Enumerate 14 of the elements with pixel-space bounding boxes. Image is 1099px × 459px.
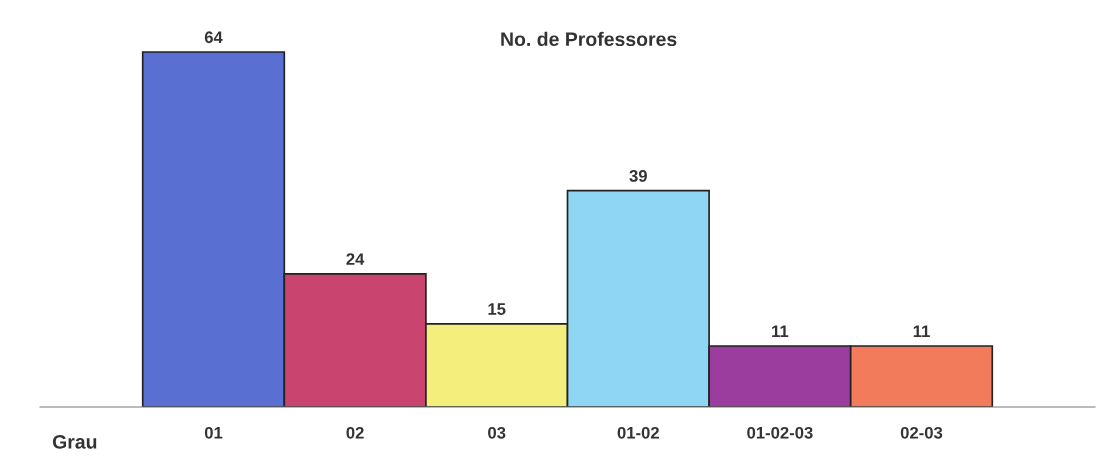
data-label: 24 xyxy=(346,253,365,265)
x-tick-label: 02-03 xyxy=(900,426,943,439)
x-tick-label: 01-02-03 xyxy=(747,426,813,439)
x-axis-title: Grau xyxy=(52,434,97,449)
x-tick-label: 01 xyxy=(204,426,223,439)
data-label: 39 xyxy=(629,170,647,182)
data-label: 11 xyxy=(913,325,930,337)
data-label: 15 xyxy=(488,303,506,315)
x-tick-label: 01-02 xyxy=(617,426,659,439)
data-label: 64 xyxy=(204,31,223,44)
data-label: 11 xyxy=(772,325,789,337)
x-tick-label: 03 xyxy=(488,426,506,439)
chart-title: No. de Professores xyxy=(501,31,677,47)
x-tick-label: 02 xyxy=(346,426,364,439)
